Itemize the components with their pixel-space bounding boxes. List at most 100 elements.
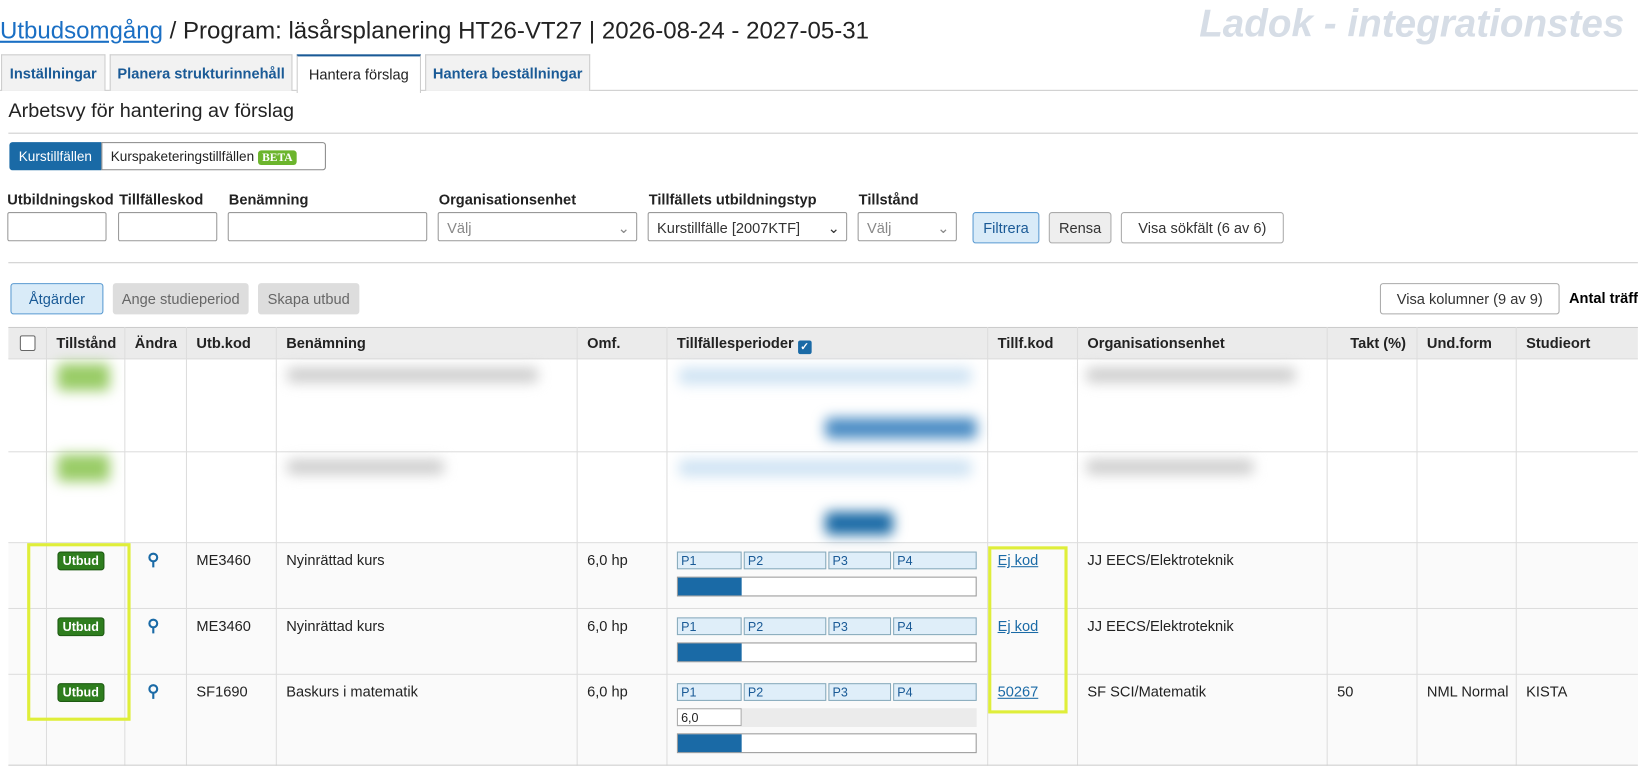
column-header: Und.form xyxy=(1426,334,1492,351)
select[interactable]: Välj ⌄ xyxy=(857,212,957,242)
tab-active[interactable]: Hantera förslag xyxy=(296,54,421,93)
tab-line xyxy=(0,89,1638,91)
text-input[interactable] xyxy=(227,212,428,242)
edit-icon[interactable]: ⚲ xyxy=(147,617,160,636)
cell: 6,0 hp xyxy=(587,551,628,569)
highlight-box xyxy=(27,543,131,721)
select[interactable]: Kurstillfälle [2007KTF] ⌄ xyxy=(647,212,848,242)
column-header: Benämning xyxy=(286,334,366,351)
column-divider xyxy=(666,326,668,766)
tab[interactable]: Hantera beställningar xyxy=(425,54,591,91)
column-divider xyxy=(45,326,48,766)
cell: SF SCI/Matematik xyxy=(1087,683,1207,700)
column-header: Studieort xyxy=(1526,334,1591,351)
filter-label: Tillfälleskod xyxy=(119,191,204,208)
period: P4 xyxy=(893,551,977,570)
period: P2 xyxy=(743,551,827,570)
select-value: Välj xyxy=(447,219,472,237)
column-divider xyxy=(185,326,187,766)
column-divider xyxy=(1326,326,1328,766)
divider xyxy=(8,262,1638,264)
period: P1 xyxy=(676,683,742,701)
period: P4 xyxy=(893,683,977,701)
text-input[interactable] xyxy=(118,212,218,242)
cell: NML Normal xyxy=(1426,683,1509,700)
row-divider xyxy=(8,764,1638,766)
watermark: Ladok - integrationstes xyxy=(1199,2,1625,45)
blurred-content xyxy=(287,459,444,475)
blurred-content xyxy=(678,367,972,385)
toggle-active[interactable]: Kurstillfällen xyxy=(9,142,102,171)
cell: 50 xyxy=(1337,683,1354,700)
blurred-content xyxy=(678,459,972,477)
period-bar xyxy=(676,576,977,597)
status-badge: Utbud xyxy=(57,551,105,571)
cell: JJ EECS/Elektroteknik xyxy=(1087,551,1234,569)
period: P2 xyxy=(743,683,827,701)
occasion-link[interactable]: Ej kod xyxy=(997,551,1039,569)
period-credit-row xyxy=(676,708,977,728)
status-badge: Utbud xyxy=(57,617,105,637)
column-header: Takt (%) xyxy=(1350,334,1407,351)
period-bar xyxy=(676,733,977,754)
text-input[interactable] xyxy=(7,212,107,242)
checkbox[interactable]: ✓ xyxy=(797,340,812,355)
blurred-content xyxy=(825,511,894,535)
cell: KISTA xyxy=(1526,683,1568,700)
cell: 6,0 hp xyxy=(587,683,628,700)
show-fields-button[interactable]: Visa sökfält (6 av 6) xyxy=(1120,212,1284,244)
blurred-content xyxy=(1086,459,1254,475)
cell: Nyinrättad kurs xyxy=(286,617,385,635)
cell: ME3460 xyxy=(196,617,251,635)
edit-icon[interactable]: ⚲ xyxy=(147,551,160,570)
select-all-checkbox[interactable] xyxy=(19,335,36,351)
period: P3 xyxy=(828,683,892,701)
column-header: Tillfällesperioder ✓ xyxy=(677,327,812,358)
hits: Antal träffa xyxy=(1568,289,1638,307)
column-divider xyxy=(275,326,277,766)
tab[interactable]: Inställningar xyxy=(1,54,106,91)
page-heading: Utbudsomgång / Program: läsårsplanering … xyxy=(0,17,869,45)
cell: Baskurs i matematik xyxy=(286,683,418,700)
toggle-label: Kurspaketeringstillfällen xyxy=(110,148,255,165)
column-header: Utb.kod xyxy=(196,334,251,351)
cell: ME3460 xyxy=(196,551,251,569)
disabled-button[interactable]: Ange studieperiod xyxy=(112,283,249,315)
actions-button[interactable]: Åtgärder xyxy=(10,283,104,315)
period: P1 xyxy=(676,617,742,636)
select-value: Kurstillfälle [2007KTF] xyxy=(657,219,801,237)
column-divider xyxy=(1515,326,1517,766)
select[interactable]: Välj ⌄ xyxy=(437,212,638,242)
column-header: Omf. xyxy=(587,334,621,351)
disabled-button[interactable]: Skapa utbud xyxy=(258,283,360,315)
toggle-option[interactable]: Kurspaketeringstillfällen BETA xyxy=(101,142,326,171)
breadcrumb-link[interactable]: Utbudsomgång xyxy=(0,16,163,44)
period: P3 xyxy=(828,551,892,570)
filter-label: Organisationsenhet xyxy=(438,191,577,208)
occasion-link[interactable]: Ej kod xyxy=(997,617,1039,635)
occasion-link[interactable]: 50267 xyxy=(997,683,1039,700)
columns-button[interactable]: Visa kolumner (9 av 9) xyxy=(1379,283,1560,315)
row-divider xyxy=(8,358,1638,360)
period-bar-fill xyxy=(677,643,742,662)
period-bar-fill xyxy=(677,734,742,753)
cell: 6,0 hp xyxy=(587,617,628,635)
edit-icon[interactable]: ⚲ xyxy=(147,683,160,701)
column-divider xyxy=(124,326,126,766)
period-bar xyxy=(676,642,977,663)
filter-label: Benämning xyxy=(228,191,309,208)
tab[interactable]: Planera strukturinnehåll xyxy=(109,54,293,91)
period: P2 xyxy=(743,617,827,636)
divider xyxy=(8,132,1638,134)
filter-button[interactable]: Filtrera xyxy=(972,212,1040,244)
row-divider xyxy=(8,542,1638,544)
column-header: Tillstånd xyxy=(56,334,117,351)
column-divider xyxy=(987,326,989,766)
filter-label: Tillfällets utbildningstyp xyxy=(648,191,817,208)
column-header: Tillf.kod xyxy=(997,334,1054,351)
period: P3 xyxy=(828,617,892,636)
reset-button[interactable]: Rensa xyxy=(1048,212,1112,244)
title: / Program: läsårsplanering HT26-VT27 | 2… xyxy=(162,16,869,44)
cell: Nyinrättad kurs xyxy=(286,551,385,569)
